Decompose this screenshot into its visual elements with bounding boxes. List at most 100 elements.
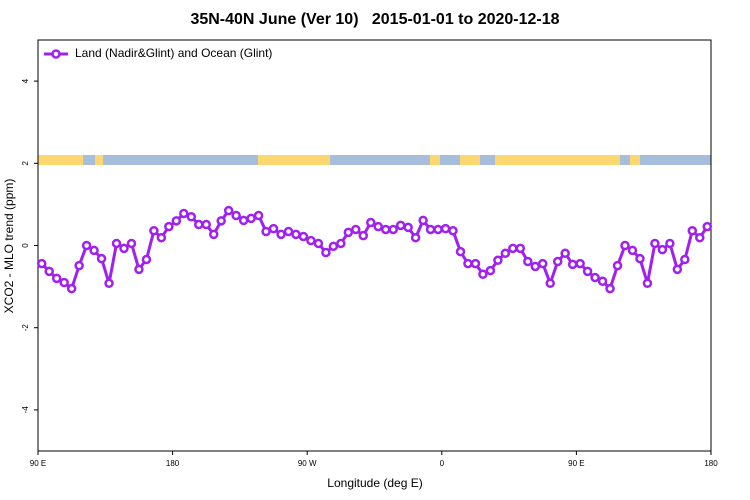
data-point [403, 222, 413, 233]
data-point [545, 278, 555, 289]
x-tick-label: 180 [166, 459, 180, 468]
data-point [246, 213, 256, 224]
data-point [642, 278, 653, 289]
data-point [291, 229, 301, 240]
data-point [119, 243, 129, 254]
data-point [702, 221, 713, 232]
x-tick-label: 90 W [298, 459, 317, 468]
data-point [410, 232, 421, 243]
data-point [261, 226, 271, 237]
data-point [455, 246, 466, 257]
data-point [395, 220, 406, 231]
data-point [171, 216, 182, 226]
data-point [51, 273, 62, 284]
data-point [515, 243, 526, 254]
data-point [440, 223, 451, 234]
data-point [201, 219, 211, 230]
data-point [306, 235, 316, 246]
data-point [478, 269, 488, 280]
data-point [216, 216, 226, 226]
data-point [74, 260, 84, 271]
data-point [590, 272, 600, 283]
data-point [665, 238, 675, 249]
data-point [575, 258, 585, 269]
data-point [560, 248, 570, 259]
data-point [418, 215, 428, 226]
data-point [194, 219, 204, 230]
data-point [538, 258, 548, 269]
data-point [156, 232, 167, 243]
data-point [493, 255, 503, 266]
data-point [313, 238, 324, 249]
data-point [582, 266, 593, 277]
data-point [141, 254, 152, 265]
data-point [530, 261, 541, 272]
data-point [231, 210, 241, 221]
data-point [126, 238, 137, 249]
chart-title: 35N-40N June (Ver 10) 2015-01-01 to 2020… [190, 11, 559, 28]
data-point [328, 241, 339, 252]
x-axis-label: Longitude (deg E) [327, 476, 422, 490]
data-point [373, 221, 383, 232]
y-tick-label: 4 [21, 78, 30, 83]
data-point [104, 278, 114, 289]
data-point [650, 238, 660, 249]
data-point [149, 225, 159, 236]
data-point [208, 229, 219, 240]
data-point [657, 244, 668, 255]
data-point [635, 253, 645, 264]
data-point [253, 210, 264, 221]
data-point [59, 277, 69, 288]
data-point [81, 240, 92, 251]
y-tick-label: -4 [21, 406, 30, 414]
data-point [343, 227, 354, 238]
x-tick-label: 90 E [568, 459, 584, 468]
data-point [695, 232, 705, 243]
data-point [111, 238, 122, 249]
data-point [89, 245, 99, 256]
data-point [627, 245, 638, 256]
x-tick-label: 180 [704, 459, 718, 468]
legend-marker [51, 49, 61, 59]
data-point [66, 283, 77, 294]
data-point [164, 221, 174, 232]
y-tick-label: -2 [21, 324, 30, 332]
data-point [186, 211, 197, 222]
y-axis-label: XCO2 - MLO trend (ppm) [2, 179, 16, 314]
legend-label: Land (Nadir&Glint) and Ocean (Glint) [75, 46, 272, 60]
data-point [463, 258, 473, 269]
data-point [298, 231, 309, 242]
data-point [620, 240, 630, 251]
x-tick-label: 90 E [30, 459, 46, 468]
data-point [366, 217, 376, 228]
data-point [358, 230, 369, 241]
map-band [38, 155, 711, 165]
data-point [36, 258, 47, 269]
data-point [134, 264, 144, 275]
data-point [680, 254, 690, 265]
data-point [321, 247, 331, 258]
data-point [500, 248, 511, 259]
data-point [268, 223, 279, 234]
data-point [552, 256, 563, 267]
data-point [523, 256, 533, 267]
data-point [433, 224, 443, 235]
y-tick-label: 2 [21, 161, 30, 166]
data-point [351, 224, 361, 235]
data-point [425, 224, 436, 235]
data-point [44, 266, 54, 277]
data-point [380, 224, 391, 235]
y-tick-label: 0 [21, 243, 30, 248]
data-point [470, 258, 481, 269]
data-point [388, 224, 398, 235]
data-point [448, 225, 458, 236]
data-point [336, 238, 346, 249]
data-point [508, 243, 518, 254]
data-point [567, 259, 578, 270]
plot-frame [37, 39, 712, 452]
data-point [687, 225, 698, 236]
data-point [283, 226, 294, 237]
data-point [597, 276, 608, 287]
data-point [223, 205, 234, 216]
